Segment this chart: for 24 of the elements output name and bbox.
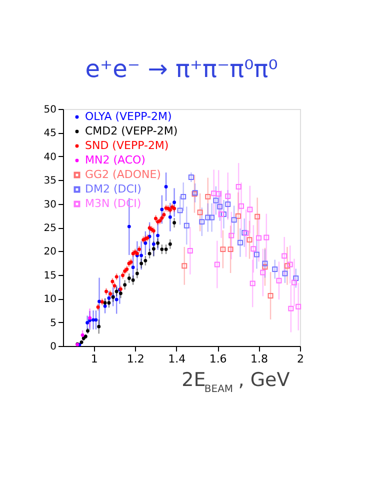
legend-label: SND (VEPP-2M) <box>85 139 169 152</box>
legend-label: CMD2 (VEPP-2M) <box>85 124 178 138</box>
x-tick-label: 1.2 <box>126 352 144 366</box>
chart-title: e⁺e⁻ → π⁺π⁻π⁰π⁰ <box>85 55 278 83</box>
x-tick-label: 2 <box>297 352 304 366</box>
y-tick-label: 50 <box>44 104 56 116</box>
y-tick-label: 20 <box>44 246 56 258</box>
y-tick-label: 10 <box>44 294 56 306</box>
legend-label: DM2 (DCI) <box>85 182 142 196</box>
legend-label: GG2 (ADONE) <box>85 168 161 181</box>
x-tick-label: 1.6 <box>209 352 227 366</box>
y-tick-label: 0 <box>50 342 56 352</box>
y-tick-label: 15 <box>44 270 56 282</box>
x-tick-label: 1.4 <box>168 352 186 366</box>
legend-label: OLYA (VEPP-2M) <box>85 110 172 123</box>
y-tick-label: 40 <box>44 152 56 163</box>
y-tick-label: 5 <box>50 318 56 329</box>
y-tick-label: 30 <box>44 199 56 210</box>
legend-label: MN2 (ACO) <box>85 154 146 166</box>
x-tick-label: 1 <box>90 352 98 366</box>
y-tick-label: 25 <box>44 223 56 234</box>
y-tick-label: 45 <box>44 128 56 140</box>
y-tick-label: 35 <box>44 176 56 187</box>
x-tick-label: 1.8 <box>250 352 268 366</box>
